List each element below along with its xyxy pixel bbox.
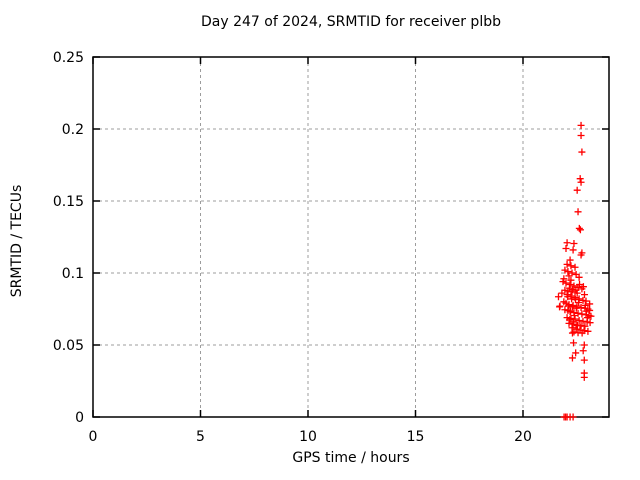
data-point-marker [577, 178, 585, 186]
axis-ticks [92, 56, 609, 418]
data-point-marker [559, 278, 567, 286]
data-point-marker [562, 279, 570, 287]
data-point-marker [578, 310, 586, 318]
data-point-marker [570, 339, 578, 347]
data-point-marker [578, 285, 586, 293]
data-point-marker [568, 303, 576, 311]
data-point-marker [564, 268, 572, 276]
data-point-marker [583, 318, 591, 326]
x-tick-label: 0 [89, 429, 98, 445]
data-point-marker [568, 329, 576, 337]
data-point-marker [575, 273, 583, 281]
x-tick-label: 20 [514, 429, 532, 445]
data-point-marker [577, 251, 585, 259]
data-point-marker [572, 349, 580, 357]
data-point-marker [567, 276, 575, 284]
data-point-marker [577, 304, 585, 312]
y-tick-label: 0.2 [62, 122, 84, 138]
data-point-marker [577, 131, 585, 139]
data-point-marker [575, 317, 583, 325]
data-point-marker [576, 175, 584, 183]
data-point-marker [578, 329, 586, 337]
data-point-marker [579, 347, 587, 355]
data-points [554, 121, 595, 421]
data-point-marker [561, 306, 569, 314]
data-point-marker [563, 260, 571, 268]
data-point-marker [569, 413, 577, 421]
data-point-marker [570, 239, 578, 247]
chart-title: Day 247 of 2024, SRMTID for receiver plb… [201, 14, 501, 30]
data-point-marker [580, 373, 588, 381]
data-point-marker [587, 312, 595, 320]
data-point-marker [584, 327, 592, 335]
data-point-marker [575, 299, 583, 307]
data-point-marker [571, 263, 579, 271]
data-point-marker [574, 309, 582, 317]
data-point-marker [573, 289, 581, 297]
data-point-marker [580, 291, 588, 299]
data-point-marker [572, 304, 580, 312]
y-tick-label: 0.15 [53, 194, 84, 210]
data-point-marker [554, 293, 562, 301]
data-point-marker [568, 288, 576, 296]
data-point-marker [563, 239, 571, 247]
x-tick-label: 10 [299, 429, 317, 445]
x-tick-label: 15 [407, 429, 425, 445]
data-point-marker [556, 303, 564, 311]
data-point-marker [562, 245, 570, 253]
y-tick-label: 0.05 [53, 338, 84, 354]
data-point-marker [570, 282, 578, 290]
data-point-marker [579, 317, 587, 325]
data-point-marker [574, 208, 582, 216]
data-point-marker [577, 322, 585, 330]
data-point-marker [579, 296, 587, 304]
data-point-marker [580, 341, 588, 349]
data-point-marker [568, 354, 576, 362]
data-point-marker [586, 300, 594, 308]
data-point-marker [566, 308, 574, 316]
data-point-marker [569, 246, 577, 254]
data-point-marker [577, 121, 585, 129]
grid-lines [92, 56, 609, 418]
data-point-marker [570, 328, 578, 336]
data-point-marker [561, 266, 569, 274]
y-tick-label: 0.25 [53, 50, 84, 66]
data-point-marker [567, 314, 575, 322]
data-point-marker [573, 186, 581, 194]
data-point-marker [567, 262, 575, 270]
x-tick-labels: 0 5 10 15 20 [89, 429, 532, 445]
data-point-marker [586, 319, 594, 327]
data-point-marker [578, 148, 586, 156]
plot-border [92, 56, 610, 418]
data-point-marker [576, 226, 584, 234]
x-axis-label: GPS time / hours [292, 450, 410, 466]
data-point-marker [575, 224, 583, 232]
data-point-marker [558, 289, 566, 297]
x-tick-label: 5 [196, 429, 205, 445]
y-tick-label: 0 [75, 410, 84, 426]
data-point-marker [569, 320, 577, 328]
data-point-marker [581, 322, 589, 330]
data-point-marker [565, 319, 573, 327]
y-tick-label: 0.1 [62, 266, 84, 282]
data-point-marker [565, 272, 573, 280]
data-point-marker [564, 293, 572, 301]
data-point-marker [566, 256, 574, 264]
data-point-marker [568, 295, 576, 303]
y-tick-labels: 0 0.05 0.1 0.15 0.2 0.25 [53, 50, 84, 426]
data-point-marker [580, 356, 588, 364]
